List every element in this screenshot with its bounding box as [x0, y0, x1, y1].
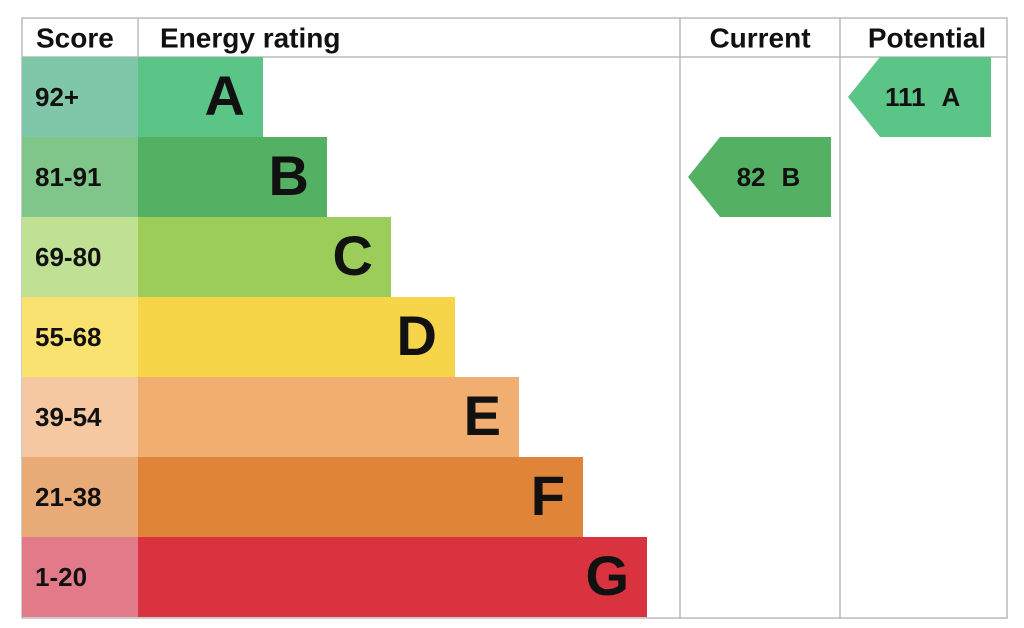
score-cell: [22, 377, 138, 457]
current-letter: B: [782, 162, 801, 192]
rating-bar: [138, 137, 327, 217]
score-cell: [22, 57, 138, 137]
rating-bar: [138, 57, 263, 137]
potential-arrow: [848, 57, 991, 137]
potential-letter: A: [942, 82, 961, 112]
score-cell: [22, 137, 138, 217]
rating-letter: C: [333, 224, 373, 287]
rating-bar: [138, 217, 391, 297]
header: Score: [36, 22, 114, 53]
rating-bar: [138, 537, 647, 617]
score-label: 69-80: [35, 242, 102, 272]
current-arrow: [688, 137, 831, 217]
score-label: 92+: [35, 82, 79, 112]
rating-letter: G: [585, 544, 629, 607]
current-value: 82: [737, 162, 766, 192]
rating-letter: D: [397, 304, 437, 367]
score-label: 81-91: [35, 162, 102, 192]
rating-bar: [138, 297, 455, 377]
score-label: 1-20: [35, 562, 87, 592]
score-label: 55-68: [35, 322, 102, 352]
rating-letter: B: [269, 144, 309, 207]
rating-letter: E: [464, 384, 501, 447]
rating-bar: [138, 377, 519, 457]
bands: 92+ A 81-91 B 69-80 C 55-68 D 39-54 E 21-38 F 1-20 G: [22, 57, 647, 617]
score-cell: [22, 297, 138, 377]
score-cell: [22, 537, 138, 617]
score-cell: [22, 217, 138, 297]
arrows: 82 B 111 A: [688, 57, 991, 217]
score-cell: [22, 457, 138, 537]
header: Potential: [868, 22, 986, 53]
rating-bar: [138, 457, 583, 537]
rating-letter: A: [205, 64, 245, 127]
rating-letter: F: [531, 464, 565, 527]
header: Current: [709, 22, 810, 53]
score-label: 39-54: [35, 402, 102, 432]
potential-value: 111: [885, 82, 926, 112]
header: Energy rating: [160, 22, 340, 53]
score-label: 21-38: [35, 482, 102, 512]
